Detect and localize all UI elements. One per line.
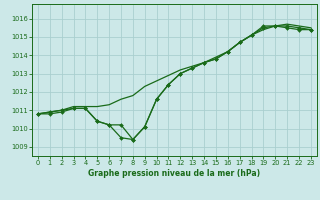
X-axis label: Graphe pression niveau de la mer (hPa): Graphe pression niveau de la mer (hPa) — [88, 169, 260, 178]
